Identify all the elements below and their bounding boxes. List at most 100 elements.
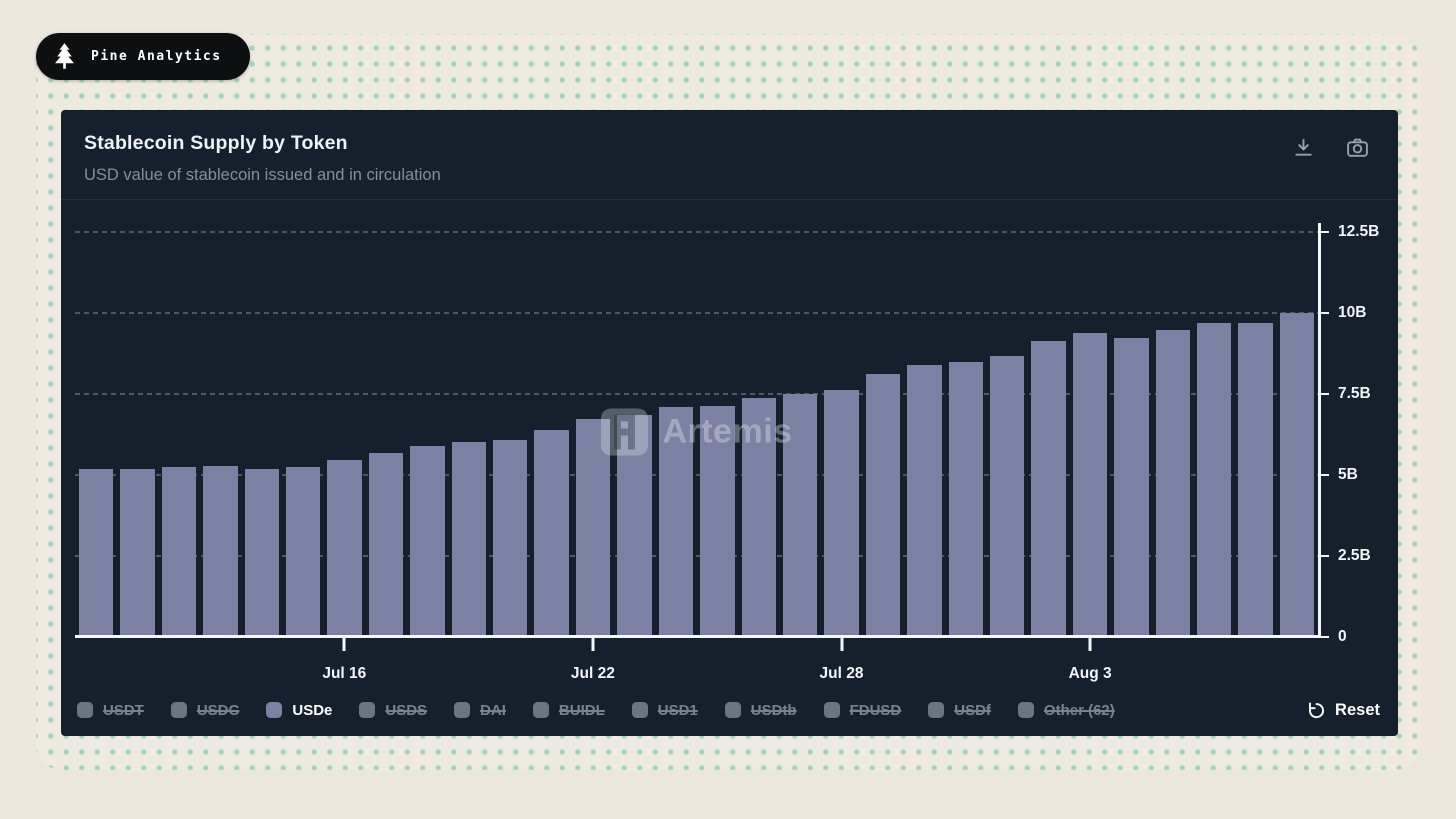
y-axis-label: 10B [1338, 304, 1367, 321]
bar[interactable] [1238, 323, 1273, 637]
camera-icon [1346, 138, 1368, 157]
legend-item-usdf[interactable]: USDf [928, 702, 991, 719]
bar[interactable] [161, 466, 197, 637]
plot-area: Artemis Jul 16 Jul 22 Jul 28 Aug 3 [75, 200, 1321, 682]
legend-item-usd1[interactable]: USD1 [631, 701, 698, 719]
bar[interactable] [410, 445, 445, 637]
x-axis-tick [342, 638, 346, 651]
badge-label: Pine Analytics [91, 49, 222, 64]
legend-item-usdc[interactable]: USDC [170, 701, 240, 719]
x-axis-tick [591, 638, 595, 651]
bar[interactable] [989, 356, 1025, 637]
reset-button[interactable]: Reset [1307, 701, 1380, 720]
screenshot-button[interactable] [1342, 132, 1372, 162]
bar[interactable] [617, 414, 652, 637]
bar[interactable] [120, 468, 155, 637]
legend-item-usdtb[interactable]: USDtb [724, 701, 797, 719]
x-axis-label: Jul 22 [570, 665, 615, 682]
bar[interactable] [782, 394, 818, 637]
y-axis-tick [1320, 635, 1329, 638]
pine-analytics-badge[interactable]: Pine Analytics [36, 33, 250, 80]
bar[interactable] [368, 453, 404, 637]
x-axis-tick [1088, 638, 1092, 651]
legend-swatch [1017, 702, 1034, 718]
bar[interactable] [1196, 322, 1232, 637]
y-axis-tick [1320, 473, 1329, 476]
bar[interactable] [327, 459, 362, 637]
legend-item-buidl[interactable]: BUIDL [532, 701, 605, 719]
legend-label: USDT [103, 701, 144, 719]
chart-title: Stablecoin Supply by Token [84, 132, 348, 154]
chart-header: Stablecoin Supply by Token USD value of … [61, 110, 1398, 200]
gridline [75, 231, 1318, 233]
legend-label: USDf [954, 701, 991, 719]
bar[interactable] [700, 406, 735, 637]
bar[interactable] [1031, 341, 1066, 637]
download-icon [1294, 138, 1312, 156]
y-axis: 0 2.5B 5B 7.5B 10B 12.5B [1318, 200, 1398, 645]
bar[interactable] [1072, 332, 1108, 637]
legend-item-usde[interactable]: USDe [266, 702, 332, 719]
reset-label: Reset [1335, 700, 1380, 719]
y-axis-label: 12.5B [1338, 223, 1380, 240]
legend-swatch [359, 702, 376, 718]
bar[interactable] [286, 466, 321, 637]
x-axis-label: Jul 28 [819, 665, 864, 682]
bar[interactable] [79, 468, 114, 637]
legend-item-fdusd[interactable]: FDUSD [823, 701, 902, 719]
bar[interactable] [244, 468, 280, 637]
bar[interactable] [1279, 313, 1315, 637]
legend-label: DAI [480, 701, 506, 719]
gridline [75, 555, 1318, 557]
bar[interactable] [534, 430, 569, 637]
legend-item-other-62[interactable]: Other (62) [1017, 701, 1115, 719]
legend-item-dai[interactable]: DAI [454, 702, 506, 719]
bar[interactable] [575, 418, 611, 637]
y-axis-line [1318, 223, 1321, 637]
y-axis-tick [1320, 230, 1329, 233]
reset-icon [1309, 702, 1325, 718]
legend-label: USDtb [750, 701, 797, 719]
bar[interactable] [658, 407, 694, 637]
y-axis-tick [1320, 554, 1329, 557]
y-axis-label: 7.5B [1338, 385, 1371, 402]
legend-item-usdt[interactable]: USDT [77, 702, 144, 719]
legend-label: Other (62) [1043, 701, 1115, 719]
pine-tree-icon [55, 43, 74, 69]
bar[interactable] [948, 362, 983, 637]
legend-swatch [266, 702, 283, 718]
gridline [75, 393, 1318, 395]
x-axis-label: Jul 16 [322, 665, 367, 682]
bar[interactable] [493, 439, 528, 637]
x-axis-label: Aug 3 [1068, 665, 1112, 682]
legend-label: USD1 [657, 701, 698, 719]
legend-label: BUIDL [558, 701, 605, 719]
legend-item-usds[interactable]: USDS [359, 702, 427, 719]
legend-swatch [454, 702, 471, 718]
x-axis-tick [840, 638, 844, 651]
bar[interactable] [1114, 337, 1149, 637]
download-button[interactable] [1288, 132, 1318, 162]
bar[interactable] [865, 374, 901, 637]
legend-swatch [532, 702, 549, 718]
bar[interactable] [824, 390, 859, 637]
bar[interactable] [203, 466, 238, 637]
chart-card: Stablecoin Supply by Token USD value of … [61, 110, 1398, 736]
gridline [75, 474, 1318, 476]
gridline [75, 312, 1318, 314]
bars [75, 200, 1318, 637]
legend-label: USDC [196, 701, 240, 719]
y-axis-label: 0 [1338, 628, 1347, 645]
bar[interactable] [451, 441, 487, 637]
chart-subtitle: USD value of stablecoin issued and in ci… [84, 166, 441, 184]
legend-swatch [724, 702, 741, 718]
legend-label: USDe [292, 701, 333, 719]
legend: USDT USDC USDe USDS DAI BUIDL USD1 USDtb… [77, 694, 1380, 726]
y-axis-label: 5B [1338, 466, 1358, 483]
bar[interactable] [907, 364, 942, 637]
x-axis-line [75, 635, 1321, 638]
bar[interactable] [741, 398, 776, 637]
bar[interactable] [1155, 329, 1190, 637]
legend-label: FDUSD [849, 701, 902, 719]
y-axis-tick [1320, 392, 1329, 395]
